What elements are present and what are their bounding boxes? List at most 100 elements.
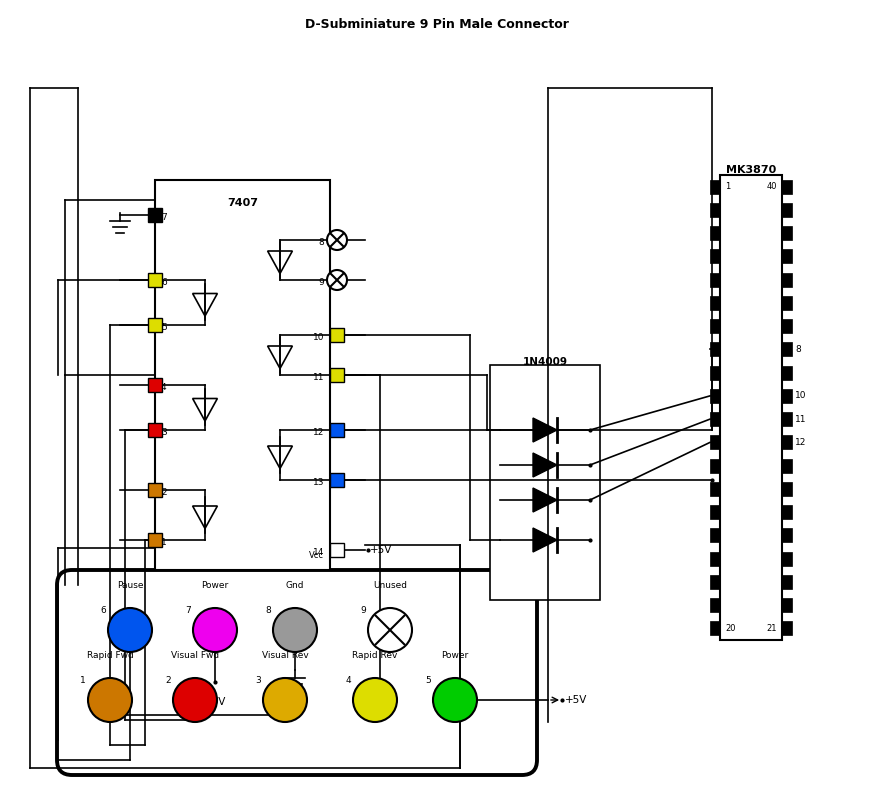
Text: 4: 4 [161, 383, 167, 392]
Text: +5V: +5V [370, 545, 392, 555]
Text: 7407: 7407 [227, 198, 258, 208]
Circle shape [327, 270, 347, 290]
Circle shape [353, 678, 397, 722]
Bar [782, 412, 792, 426]
Text: Vcc: Vcc [309, 551, 324, 560]
Polygon shape [533, 528, 557, 552]
Bar [148, 208, 162, 222]
Text: Visual Rev: Visual Rev [261, 651, 309, 660]
Text: Gnd: Gnd [286, 581, 304, 590]
Text: 9: 9 [360, 606, 366, 615]
Bar [148, 318, 162, 332]
Text: Power: Power [441, 651, 468, 660]
Bar [782, 482, 792, 496]
Bar [330, 423, 344, 437]
Bar [710, 436, 720, 449]
Text: 2: 2 [165, 676, 171, 685]
Polygon shape [533, 418, 557, 442]
Text: 7: 7 [161, 213, 167, 222]
Bar [710, 459, 720, 473]
Bar [782, 203, 792, 217]
Text: 6: 6 [161, 278, 167, 287]
Circle shape [273, 608, 317, 652]
Text: 14: 14 [313, 548, 324, 557]
Text: 3: 3 [161, 428, 167, 437]
Bar [782, 436, 792, 449]
Text: 7: 7 [185, 606, 191, 615]
Text: Rapid Fwd: Rapid Fwd [87, 651, 134, 660]
Text: 10: 10 [795, 391, 807, 400]
Text: Power: Power [201, 581, 229, 590]
Text: MK3870: MK3870 [726, 165, 776, 175]
Text: 5: 5 [426, 676, 431, 685]
Bar [710, 180, 720, 194]
Text: 2: 2 [161, 488, 167, 497]
Bar [330, 328, 344, 342]
Bar [330, 368, 344, 382]
Text: 1: 1 [725, 182, 731, 191]
Bar [148, 483, 162, 497]
Text: 6: 6 [101, 606, 106, 615]
Bar [710, 319, 720, 333]
Bar [782, 342, 792, 357]
Text: Unused: Unused [373, 581, 407, 590]
Bar [782, 505, 792, 519]
Bar [330, 543, 344, 557]
Text: 3: 3 [255, 676, 261, 685]
Text: 11: 11 [795, 415, 807, 423]
Text: 8: 8 [318, 238, 324, 247]
Bar [148, 423, 162, 437]
Bar [330, 473, 344, 487]
Bar [710, 598, 720, 612]
Bar [710, 505, 720, 519]
Circle shape [433, 678, 477, 722]
Text: 8: 8 [795, 345, 801, 354]
Bar [710, 528, 720, 543]
Bar [710, 389, 720, 402]
Text: 12: 12 [313, 428, 324, 437]
Polygon shape [533, 453, 557, 477]
Text: Rapid Rev: Rapid Rev [352, 651, 398, 660]
Bar [782, 575, 792, 589]
Circle shape [88, 678, 132, 722]
Bar [782, 528, 792, 543]
Bar [710, 203, 720, 217]
Text: 9: 9 [318, 278, 324, 287]
Bar [782, 389, 792, 402]
Circle shape [193, 608, 237, 652]
Text: +5V: +5V [204, 697, 226, 707]
Circle shape [173, 678, 217, 722]
Text: 1: 1 [80, 676, 86, 685]
Bar [490, 365, 600, 600]
Bar [148, 273, 162, 287]
Bar [720, 175, 782, 640]
Text: 1N4009: 1N4009 [523, 357, 567, 367]
Text: 11: 11 [313, 373, 324, 382]
Text: 20: 20 [725, 624, 736, 633]
Bar [782, 226, 792, 240]
Circle shape [263, 678, 307, 722]
Bar [155, 180, 330, 570]
Bar [782, 365, 792, 380]
Bar [782, 250, 792, 263]
Bar [710, 551, 720, 566]
Bar [710, 250, 720, 263]
Text: 40: 40 [766, 182, 777, 191]
Text: Visual Fwd: Visual Fwd [171, 651, 219, 660]
Bar [710, 226, 720, 240]
Bar [782, 273, 792, 287]
Text: 1: 1 [161, 538, 167, 547]
Text: 21: 21 [766, 624, 777, 633]
Circle shape [108, 608, 152, 652]
Bar [710, 273, 720, 287]
Circle shape [327, 230, 347, 250]
Bar [782, 296, 792, 310]
Bar [782, 319, 792, 333]
Bar [710, 342, 720, 357]
Bar [782, 180, 792, 194]
Bar [710, 575, 720, 589]
Circle shape [368, 608, 412, 652]
Polygon shape [533, 488, 557, 512]
Text: D-Subminiature 9 Pin Male Connector: D-Subminiature 9 Pin Male Connector [305, 18, 569, 31]
Text: 5: 5 [161, 323, 167, 332]
